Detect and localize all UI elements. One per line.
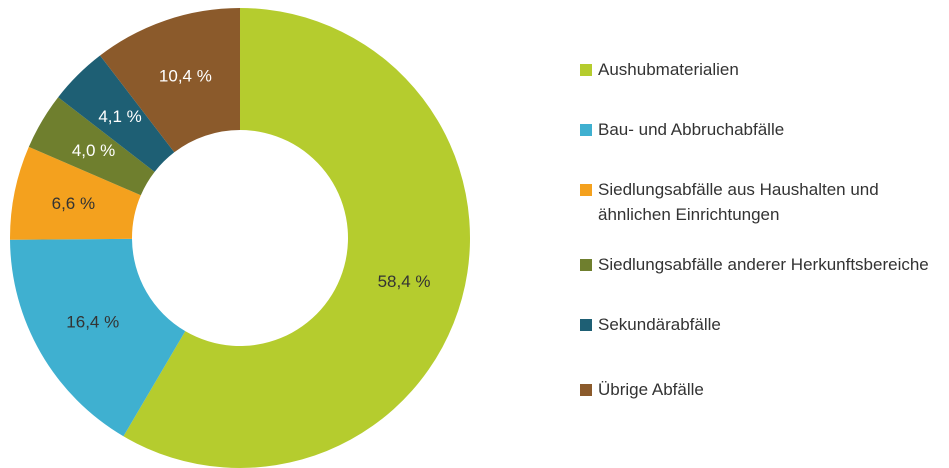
data-label: 16,4 %	[66, 312, 119, 331]
legend-swatch	[580, 319, 592, 331]
data-label: 4,0 %	[72, 141, 115, 160]
data-label: 4,1 %	[98, 107, 141, 126]
legend-label: Siedlungsabfälle aus Haushalten und ähnl…	[598, 180, 879, 224]
donut-slice	[10, 238, 186, 437]
legend-swatch	[580, 259, 592, 271]
legend-swatch	[580, 124, 592, 136]
data-label: 58,4 %	[378, 272, 431, 291]
legend-item: Übrige Abfälle	[580, 377, 945, 402]
legend-item: Siedlungsabfälle aus Haushalten und ähnl…	[580, 177, 945, 227]
donut-slice	[123, 8, 470, 468]
legend-label: Übrige Abfälle	[598, 380, 704, 399]
chart: 58,4 % 16,4 % 6,6 % 4,0 % 4,1 % 10,4 %	[9, 8, 470, 468]
legend-label: Sekundärabfälle	[598, 315, 721, 334]
legend-swatch	[580, 384, 592, 396]
donut-slice	[9, 146, 141, 240]
donut-slice	[58, 55, 175, 172]
data-label: 6,6 %	[52, 194, 95, 213]
donut-slice	[100, 8, 240, 153]
data-label: 10,4 %	[159, 66, 212, 85]
donut-slice	[28, 97, 155, 196]
legend-label: Siedlungsabfälle anderer Herkunftsbereic…	[598, 255, 929, 274]
legend-label: Aushubmaterialien	[598, 60, 739, 79]
legend-swatch	[580, 184, 592, 196]
legend-item: Siedlungsabfälle anderer Herkunftsbereic…	[580, 252, 945, 277]
legend-item: Sekundärabfälle	[580, 312, 945, 337]
legend-swatch	[580, 64, 592, 76]
legend-item: Aushubmaterialien	[580, 57, 945, 82]
legend-label: Bau- und Abbruchabfälle	[598, 120, 785, 139]
legend-item: Bau- und Abbruchabfälle	[580, 117, 945, 142]
